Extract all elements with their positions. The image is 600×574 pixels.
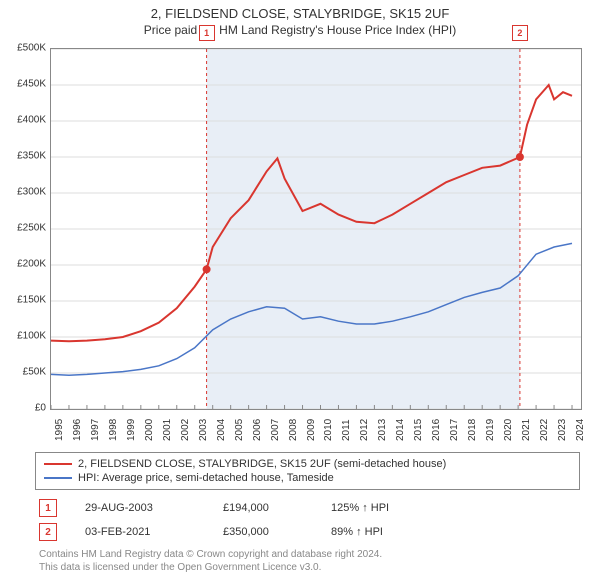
sale-marker-1: 1 (39, 499, 57, 517)
x-tick-label: 2006 (252, 419, 263, 441)
y-tick-label: £300K (17, 187, 46, 198)
x-tick-label: 1995 (54, 419, 65, 441)
x-axis-labels: 1995 1996 1997 1998 1999 2000 2001 2002 2003 2004… (50, 408, 580, 448)
legend-swatch (44, 477, 72, 479)
sale-date: 29-AUG-2003 (85, 502, 195, 514)
x-tick-label: 2014 (395, 419, 406, 441)
sale-row: 1 29-AUG-2003 £194,000 125% ↑ HPI (35, 496, 580, 520)
sale-marker-2: 2 (39, 523, 57, 541)
sales-table: 1 29-AUG-2003 £194,000 125% ↑ HPI 2 03-FEB-20… (35, 496, 580, 544)
plot-svg (51, 49, 581, 409)
legend-label: 2, FIELDSEND CLOSE, STALYBRIDGE, SK15 2U… (78, 458, 446, 470)
chart-container: 2, FIELDSEND CLOSE, STALYBRIDGE, SK15 2U… (0, 0, 600, 560)
chart-area: £0£50K£100K£150K£200K£250K£300K£350K£400… (50, 48, 580, 408)
x-tick-label: 2023 (557, 419, 568, 441)
chart-subtitle: Price paid vs. HM Land Registry's House … (0, 21, 600, 37)
marker-2: 2 (512, 25, 528, 41)
x-tick-label: 1997 (90, 419, 101, 441)
legend-item: 2, FIELDSEND CLOSE, STALYBRIDGE, SK15 2U… (44, 457, 571, 471)
x-tick-label: 2004 (216, 419, 227, 441)
x-tick-label: 2018 (467, 419, 478, 441)
y-tick-label: £150K (17, 295, 46, 306)
y-tick-label: £450K (17, 79, 46, 90)
y-tick-label: £50K (23, 367, 46, 378)
x-tick-label: 2013 (377, 419, 388, 441)
sale-pct: 125% ↑ HPI (331, 502, 441, 514)
legend-box: 2, FIELDSEND CLOSE, STALYBRIDGE, SK15 2U… (35, 452, 580, 490)
y-tick-label: £400K (17, 115, 46, 126)
footer-line-2: This data is licensed under the Open Gov… (39, 561, 580, 574)
x-tick-label: 2003 (198, 419, 209, 441)
y-tick-label: £0 (35, 403, 46, 414)
legend-swatch (44, 463, 72, 465)
y-tick-label: £200K (17, 259, 46, 270)
footer-line-1: Contains HM Land Registry data © Crown c… (39, 548, 580, 561)
x-tick-label: 2000 (144, 419, 155, 441)
sale-row: 2 03-FEB-2021 £350,000 89% ↑ HPI (35, 520, 580, 544)
bottom-panel: 2, FIELDSEND CLOSE, STALYBRIDGE, SK15 2U… (35, 452, 580, 574)
x-tick-label: 2007 (270, 419, 281, 441)
x-tick-label: 2012 (359, 419, 370, 441)
x-tick-label: 1996 (72, 419, 83, 441)
sale-date: 03-FEB-2021 (85, 526, 195, 538)
marker-1: 1 (199, 25, 215, 41)
legend-item: HPI: Average price, semi-detached house,… (44, 471, 571, 485)
x-tick-label: 2020 (503, 419, 514, 441)
x-tick-label: 2001 (162, 419, 173, 441)
x-tick-label: 2008 (288, 419, 299, 441)
y-axis-labels: £0£50K£100K£150K£200K£250K£300K£350K£400… (2, 48, 48, 408)
x-tick-label: 2021 (521, 419, 532, 441)
y-tick-label: £250K (17, 223, 46, 234)
y-tick-label: £100K (17, 331, 46, 342)
x-tick-label: 2016 (431, 419, 442, 441)
x-tick-label: 2024 (575, 419, 586, 441)
x-tick-label: 2010 (323, 419, 334, 441)
sale-price: £194,000 (223, 502, 303, 514)
chart-title: 2, FIELDSEND CLOSE, STALYBRIDGE, SK15 2U… (0, 0, 600, 21)
footer-text: Contains HM Land Registry data © Crown c… (35, 544, 580, 574)
x-tick-label: 2011 (341, 419, 352, 441)
x-tick-label: 2022 (539, 419, 550, 441)
x-tick-label: 1998 (108, 419, 119, 441)
x-tick-label: 1999 (126, 419, 137, 441)
plot-area: 12 (50, 48, 582, 410)
x-tick-label: 2009 (306, 419, 317, 441)
y-tick-label: £350K (17, 151, 46, 162)
x-tick-label: 2005 (234, 419, 245, 441)
y-tick-label: £500K (17, 43, 46, 54)
x-tick-label: 2019 (485, 419, 496, 441)
sale-pct: 89% ↑ HPI (331, 526, 441, 538)
legend-label: HPI: Average price, semi-detached house,… (78, 472, 334, 484)
x-tick-label: 2002 (180, 419, 191, 441)
x-tick-label: 2017 (449, 419, 460, 441)
sale-price: £350,000 (223, 526, 303, 538)
x-tick-label: 2015 (413, 419, 424, 441)
